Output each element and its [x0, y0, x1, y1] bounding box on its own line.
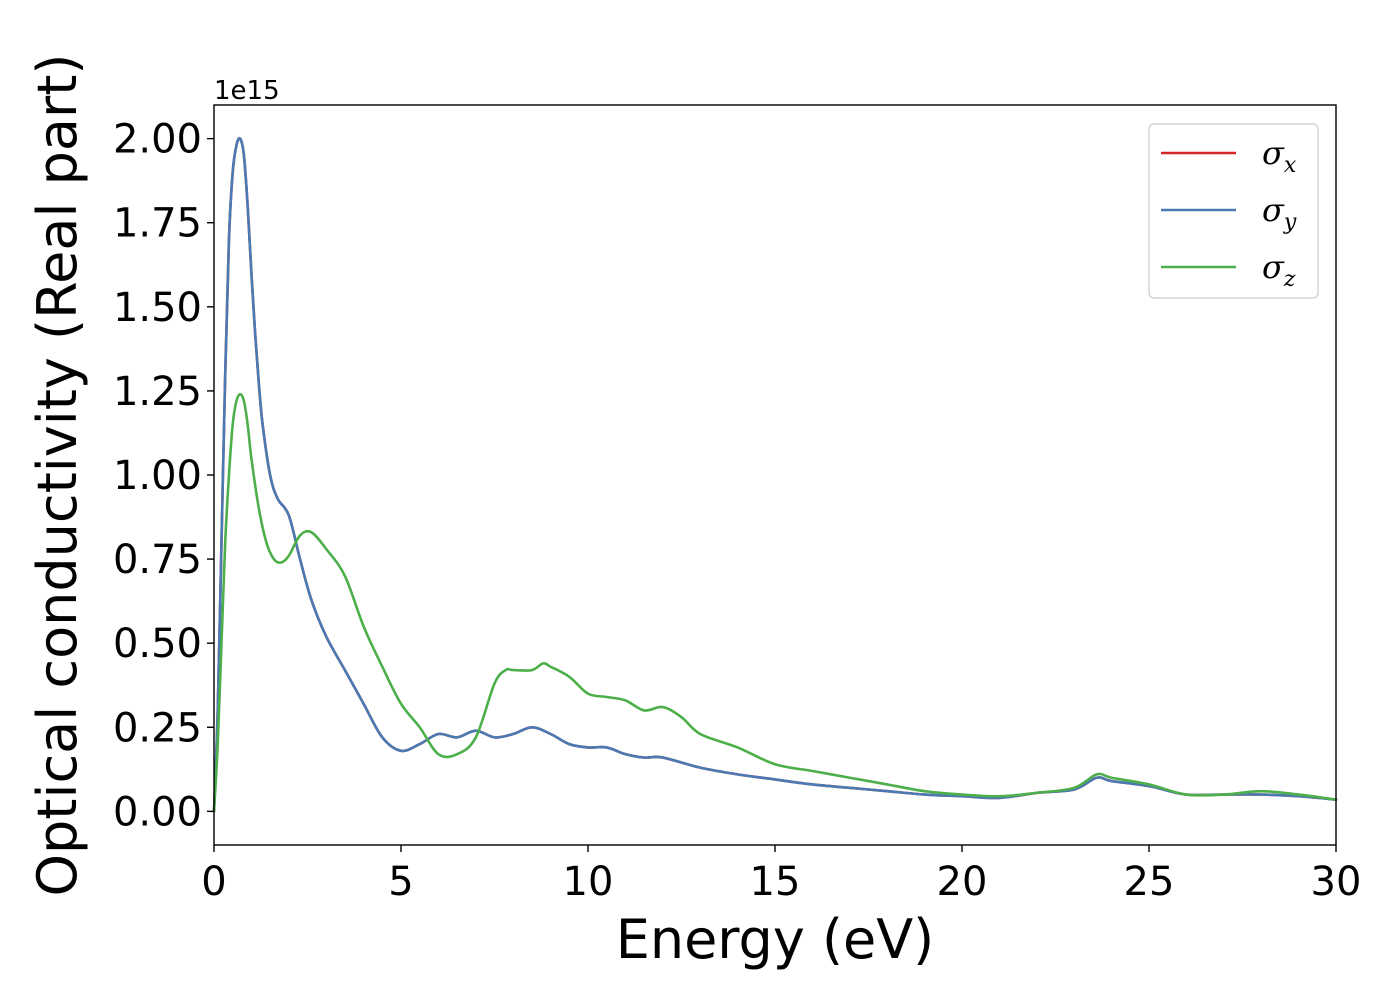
y-axis-ticks: 0.00 0.25 0.50 0.75 1.00 1.25 1.50 1.75 2.00 — [113, 117, 214, 835]
x-axis-label: Energy (eV) — [616, 908, 935, 971]
y-tick-label: 0.00 — [113, 789, 202, 835]
y-tick-label: 0.25 — [113, 705, 202, 751]
legend-label-z: σz — [1262, 248, 1296, 292]
y-tick-label: 1.50 — [113, 285, 202, 331]
legend-label-subscript: y — [1283, 210, 1297, 235]
x-axis-ticks: 0 5 10 15 20 25 30 — [201, 845, 1361, 905]
legend-label-base: σ — [1262, 134, 1285, 172]
y-offset-label: 1e15 — [214, 76, 280, 106]
x-tick-label: 15 — [750, 859, 801, 905]
series-layer — [212, 136, 1338, 813]
legend-label-subscript: z — [1283, 267, 1296, 292]
x-tick-label: 0 — [201, 859, 226, 905]
y-tick-label: 2.00 — [113, 117, 202, 163]
x-tick-label: 5 — [388, 859, 413, 905]
legend-label-base: σ — [1262, 248, 1285, 286]
y-tick-label: 1.25 — [113, 369, 202, 415]
y-axis-label: Optical conductivity (Real part) — [26, 54, 89, 897]
y-tick-label: 1.75 — [113, 201, 202, 247]
legend-label-subscript: x — [1284, 153, 1297, 178]
y-tick-label: 1.00 — [113, 453, 202, 499]
x-tick-label: 25 — [1124, 859, 1175, 905]
y-tick-label: 0.50 — [113, 621, 202, 667]
series-line-z — [212, 392, 1338, 813]
x-tick-label: 10 — [563, 859, 614, 905]
x-tick-label: 30 — [1311, 859, 1362, 905]
x-tick-label: 20 — [937, 859, 988, 905]
legend-label-x: σx — [1262, 134, 1297, 178]
legend-label-base: σ — [1262, 191, 1285, 229]
y-tick-label: 0.75 — [113, 537, 202, 583]
legend-label-y: σy — [1262, 191, 1297, 235]
